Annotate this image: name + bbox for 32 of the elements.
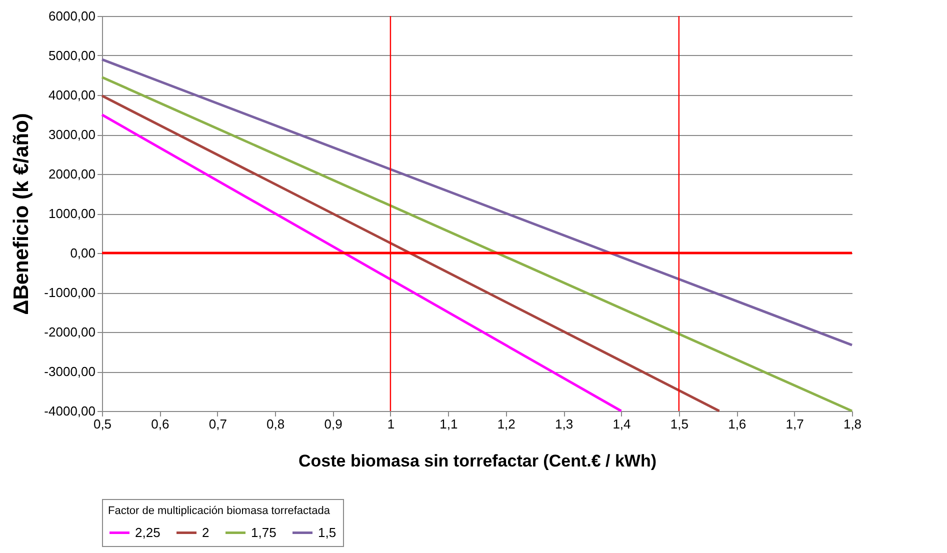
x-tick-label: 1,1 <box>440 416 458 432</box>
x-tick-label: 1,8 <box>843 416 862 432</box>
legend-label: 1,5 <box>318 524 336 540</box>
y-tick-label: -4000,00 <box>44 404 96 418</box>
x-tick-label: 0,5 <box>93 416 112 432</box>
legend-label: 1,75 <box>251 524 276 540</box>
legend-title: Factor de multiplicación biomasa torrefactada <box>108 505 331 517</box>
y-tick-label: 5000,00 <box>48 48 96 63</box>
y-tick-label: 4000,00 <box>48 88 96 102</box>
x-tick-label: 1,6 <box>728 416 746 432</box>
x-tick-label: 1,2 <box>497 416 516 432</box>
x-tick-label: 0,7 <box>208 416 227 432</box>
x-tick-label: 0,9 <box>324 416 342 432</box>
x-tick-label: 1,3 <box>555 416 574 432</box>
y-tick-label: 3000,00 <box>48 127 96 142</box>
x-tick-label: 0,6 <box>151 416 170 432</box>
x-tick-label: 0,8 <box>266 416 285 432</box>
y-tick-label: -3000,00 <box>44 364 96 379</box>
x-axis-title: Coste biomasa sin torrefactar (Cent.€ / kWh) <box>298 452 657 470</box>
y-tick-label: -1000,00 <box>44 285 96 300</box>
x-tick-label: 1,5 <box>670 416 688 432</box>
y-tick-label: 2000,00 <box>48 166 96 182</box>
x-tick-label: 1 <box>387 416 395 432</box>
legend-label: 2,25 <box>135 524 160 540</box>
x-tick-label: 1,7 <box>786 416 804 432</box>
x-tick-label: 1,4 <box>612 416 631 432</box>
y-tick-label: -2000,00 <box>44 324 96 340</box>
y-tick-label: 6000,00 <box>48 8 96 24</box>
y-tick-label: 0,00 <box>70 246 96 260</box>
legend-label: 2 <box>202 524 210 540</box>
y-axis-title: ΔBeneficio (k €/año) <box>10 113 34 315</box>
y-tick-label: 1000,00 <box>48 206 96 221</box>
